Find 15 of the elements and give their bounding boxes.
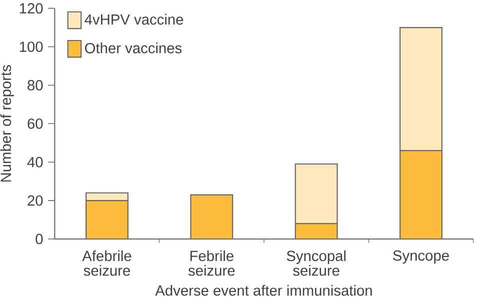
x-axis-title: Adverse event after immunisation bbox=[155, 284, 372, 296]
x-tick-label: Afebrile seizure bbox=[82, 250, 132, 276]
y-tick-label: 120 bbox=[20, 3, 43, 14]
y-tick-label: 80 bbox=[28, 80, 43, 90]
y-tick-label: 60 bbox=[28, 118, 43, 129]
y-tick-label: 40 bbox=[27, 156, 43, 168]
legend-label: Other vaccines bbox=[85, 42, 182, 54]
y-tick-label: 20 bbox=[28, 195, 43, 206]
x-tick-label: Syncopal seizure bbox=[286, 250, 346, 276]
legend-label: 4vHPV vaccine bbox=[84, 14, 184, 25]
y-tick-label: 0 bbox=[36, 234, 43, 244]
y-axis-title: Number of reports bbox=[0, 65, 14, 182]
x-tick-label: Febrile seizure bbox=[188, 250, 235, 276]
x-tick-label: Syncope bbox=[393, 250, 449, 264]
y-tick-label: 100 bbox=[20, 42, 43, 52]
